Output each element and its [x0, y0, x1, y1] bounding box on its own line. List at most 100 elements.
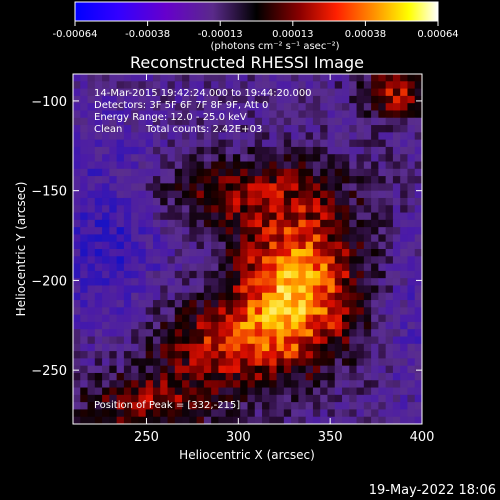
heatmap-cell [182, 205, 190, 214]
heatmap-cell [240, 205, 248, 214]
heatmap-cell [203, 117, 212, 126]
heatmap-cell [378, 256, 387, 265]
heatmap-cell [378, 394, 387, 403]
heatmap-cell [109, 365, 118, 374]
heatmap-cell [276, 176, 285, 184]
heatmap-cell [283, 416, 292, 424]
heatmap-cell [87, 402, 96, 410]
heatmap-cell [203, 372, 212, 381]
heatmap-cell [320, 110, 328, 119]
heatmap-cell [305, 321, 314, 330]
heatmap-cell [203, 402, 212, 410]
heatmap-cell [174, 263, 183, 272]
heatmap-cell [327, 219, 336, 228]
heatmap-cell [327, 176, 336, 184]
heatmap-cell [218, 380, 227, 389]
heatmap-cell [327, 365, 336, 374]
colorbar-ticks: -0.00064 -0.00038 -0.00013 0.00013 0.00038 0.… [53, 21, 459, 40]
heatmap-cell [392, 183, 401, 192]
heatmap-cell [247, 292, 256, 301]
heatmap-cell [87, 190, 96, 199]
heatmap-cell [73, 234, 81, 243]
heatmap-cell [356, 343, 365, 352]
heatmap-cell [342, 343, 350, 352]
heatmap-cell [218, 329, 227, 337]
heatmap-cell [349, 212, 358, 221]
heatmap-cell [152, 387, 161, 396]
heatmap-cell [87, 263, 96, 272]
heatmap-cell [305, 402, 314, 410]
heatmap-cell [312, 307, 321, 316]
heatmap-cell [334, 394, 343, 403]
heatmap-cell [363, 74, 372, 82]
heatmap-cell [182, 88, 190, 97]
heatmap-cell [291, 132, 299, 141]
heatmap-cell [414, 278, 422, 286]
heatmap-cell [131, 365, 139, 374]
heatmap-cell [356, 307, 365, 316]
heatmap-cell [232, 249, 241, 257]
heatmap-cell [211, 212, 219, 221]
heatmap-cell [138, 321, 147, 330]
heatmap-cell [334, 190, 343, 199]
heatmap-cell [182, 321, 190, 330]
heatmap-cell [363, 365, 372, 374]
heatmap-cell [167, 278, 176, 286]
heatmap-cell [400, 81, 408, 90]
heatmap-cell [327, 380, 336, 389]
heatmap-cell [269, 190, 278, 199]
heatmap-cell [342, 125, 350, 133]
heatmap-cell [247, 372, 256, 381]
heatmap-cell [283, 409, 292, 418]
heatmap-cell [400, 270, 408, 279]
heatmap-cell [371, 241, 379, 250]
heatmap-cell [123, 416, 132, 424]
heatmap-cell [196, 110, 205, 119]
heatmap-cell [73, 329, 81, 337]
heatmap-cell [385, 278, 394, 286]
heatmap-cell [363, 321, 372, 330]
heatmap-cell [87, 146, 96, 155]
heatmap-cell [371, 190, 379, 199]
heatmap-cell [327, 234, 336, 243]
heatmap-cell [356, 321, 365, 330]
heatmap-cell [269, 234, 278, 243]
heatmap-cell [102, 321, 110, 330]
heatmap-cell [305, 394, 314, 403]
heatmap-cell [232, 227, 241, 235]
heatmap-cell [327, 249, 336, 257]
heatmap-cell [196, 212, 205, 221]
heatmap-cell [203, 161, 212, 170]
heatmap-cell [211, 314, 219, 323]
heatmap-cell [276, 343, 285, 352]
heatmap-cell [203, 183, 212, 192]
heatmap-cell [73, 95, 81, 104]
heatmap-cell [262, 270, 270, 279]
heatmap-cell [145, 161, 154, 170]
heatmap-cell [182, 190, 190, 199]
heatmap-cell [320, 74, 328, 82]
heatmap-cell [232, 307, 241, 316]
heatmap-cell [145, 372, 154, 381]
heatmap-cell [371, 278, 379, 286]
heatmap-cell [269, 300, 278, 308]
heatmap-cell [327, 351, 336, 359]
heatmap-cell [305, 300, 314, 308]
heatmap-cell [80, 409, 89, 418]
heatmap-cell [312, 372, 321, 381]
heatmap-cell [109, 292, 118, 301]
heatmap-cell [131, 256, 139, 265]
heatmap-cell [385, 176, 394, 184]
heatmap-cell [73, 227, 81, 235]
heatmap-cell [145, 103, 154, 111]
heatmap-cell [174, 132, 183, 141]
heatmap-cell [152, 125, 161, 133]
heatmap-cell [320, 351, 328, 359]
heatmap-cell [291, 365, 299, 374]
heatmap-cell [80, 249, 89, 257]
heatmap-cell [298, 227, 307, 235]
heatmap-cell [291, 249, 299, 257]
heatmap-cell [349, 256, 358, 265]
heatmap-cell [342, 227, 350, 235]
heatmap-cell [254, 132, 263, 141]
